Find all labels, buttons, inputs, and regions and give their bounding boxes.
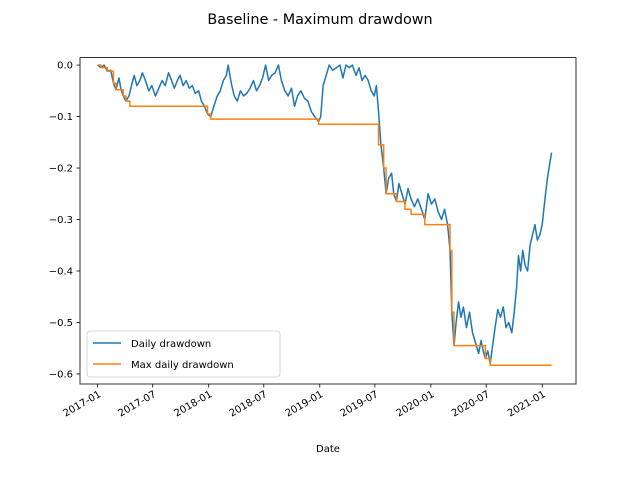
y-tick-label: 0.0 <box>57 61 73 72</box>
chart-title: Baseline - Maximum drawdown <box>207 12 432 28</box>
y-tick-label: −0.2 <box>49 164 73 175</box>
y-tick-label: −0.1 <box>49 112 73 123</box>
legend-label-max: Max daily drawdown <box>131 360 234 371</box>
y-tick-label: −0.5 <box>49 318 73 329</box>
series-max-drawdown <box>97 64 552 366</box>
y-axis-ticks: 0.0 −0.1 −0.2 −0.3 −0.4 −0.5 −0.6 <box>49 61 80 381</box>
legend-label-daily: Daily drawdown <box>131 339 211 350</box>
plot-lines <box>97 64 553 366</box>
y-tick-label: −0.3 <box>49 215 73 226</box>
plot-frame <box>79 57 577 385</box>
legend: Daily drawdown Max daily drawdown <box>86 330 281 378</box>
y-tick-label: −0.6 <box>49 370 73 381</box>
legend-box <box>86 330 281 378</box>
x-axis-label: Date <box>316 444 340 455</box>
y-tick-label: −0.4 <box>49 267 73 278</box>
series-daily-drawdown <box>97 64 553 365</box>
